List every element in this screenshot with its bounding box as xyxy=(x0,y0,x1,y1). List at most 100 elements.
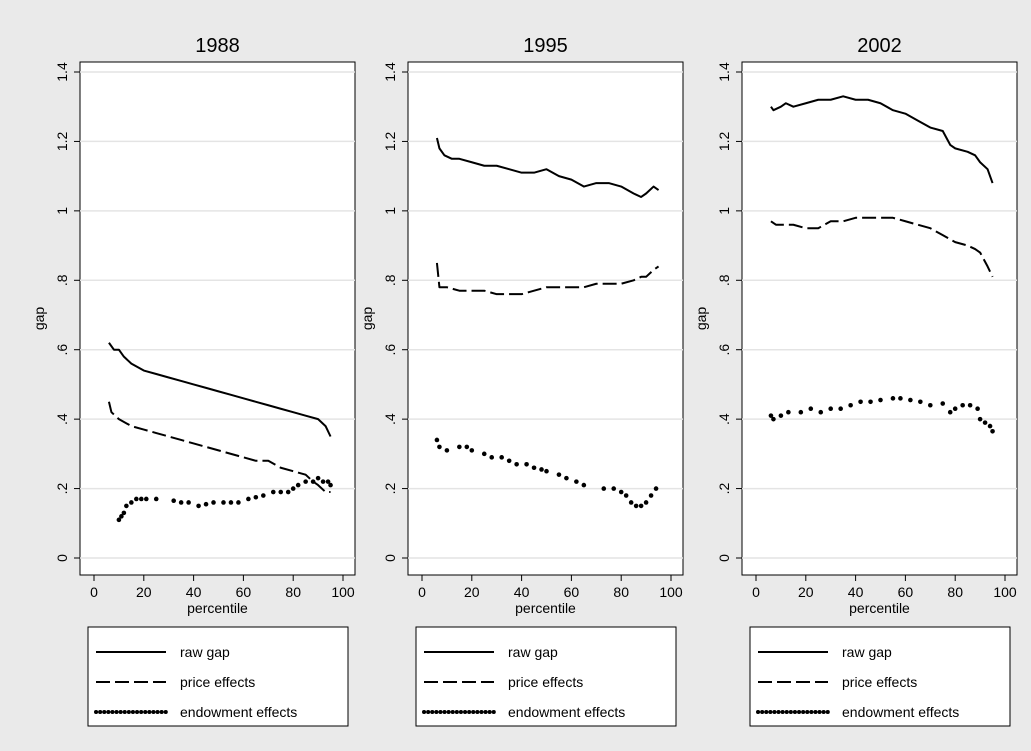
data-point xyxy=(786,409,791,415)
y-tick-label: .8 xyxy=(382,274,398,286)
y-tick-label: 1.4 xyxy=(54,62,70,82)
data-point xyxy=(564,475,569,481)
panel: 2002 0 .2 .4 .6 .8 1 1.2 1.4 0 20 40 60 80 100 percenti… xyxy=(693,35,1018,727)
x-tick-label: 80 xyxy=(613,584,629,600)
y-tick-label: 1.4 xyxy=(716,62,732,82)
data-point xyxy=(437,444,442,450)
legend-box xyxy=(415,626,677,727)
panel-title: 1988 xyxy=(195,35,240,57)
y-tick-label: .2 xyxy=(54,483,70,495)
data-point xyxy=(203,501,209,507)
data-point xyxy=(633,503,639,509)
data-point xyxy=(196,503,201,509)
y-tick-label: .6 xyxy=(716,344,732,356)
data-point xyxy=(246,496,251,502)
data-point xyxy=(952,406,958,412)
data-point xyxy=(868,399,873,405)
x-tick-label: 100 xyxy=(331,584,355,600)
x-tick-label: 100 xyxy=(993,584,1017,600)
y-axis-label: gap xyxy=(31,307,47,331)
y-tick-label: .6 xyxy=(54,344,70,356)
data-point xyxy=(653,486,659,491)
x-tick-label: 60 xyxy=(564,584,580,600)
series-line xyxy=(108,342,332,437)
data-point xyxy=(119,514,124,519)
data-point xyxy=(531,465,537,471)
data-point xyxy=(290,486,296,491)
panel-title: 2002 xyxy=(857,35,902,57)
data-point xyxy=(643,500,649,505)
data-point xyxy=(489,455,495,460)
y-tick-label: .2 xyxy=(382,483,398,495)
legend-label: price effects xyxy=(508,674,583,690)
y-tick-label: 0 xyxy=(54,554,70,562)
data-point xyxy=(261,493,266,498)
legend-label: raw gap xyxy=(842,644,892,660)
x-tick-label: 80 xyxy=(285,584,301,600)
data-point xyxy=(987,423,993,429)
y-tick-label: 1.4 xyxy=(382,62,398,82)
y-tick-label: 0 xyxy=(716,554,732,562)
data-point xyxy=(139,496,144,502)
y-tick-label: .4 xyxy=(54,413,70,425)
x-tick-label: 40 xyxy=(186,584,202,600)
data-point xyxy=(648,493,654,498)
x-tick-label: 20 xyxy=(798,584,814,600)
series-line xyxy=(435,262,660,296)
data-point xyxy=(982,420,988,425)
data-point xyxy=(178,500,184,505)
y-tick-label: 1.2 xyxy=(382,131,398,151)
data-point xyxy=(325,479,331,484)
y-tick-label: 1 xyxy=(716,207,732,215)
data-point xyxy=(618,489,624,495)
data-point xyxy=(574,479,579,484)
x-axis-label: percentile xyxy=(849,600,910,616)
series-line xyxy=(435,137,660,198)
data-point xyxy=(990,428,995,434)
y-tick-label: 0 xyxy=(382,554,398,562)
data-point xyxy=(960,402,965,408)
data-point xyxy=(134,496,139,502)
data-point xyxy=(469,448,475,453)
data-point xyxy=(228,500,234,505)
y-axis-label: gap xyxy=(359,307,375,331)
data-point xyxy=(628,500,634,505)
data-point xyxy=(116,517,122,523)
data-point xyxy=(975,406,980,412)
legend-box xyxy=(749,626,1011,727)
x-tick-label: 20 xyxy=(136,584,152,600)
data-point xyxy=(514,461,519,467)
legend-box xyxy=(87,626,349,727)
data-point xyxy=(611,486,617,491)
legend-label: endowment effects xyxy=(508,704,625,720)
y-tick-label: .4 xyxy=(382,413,398,425)
legend-label: raw gap xyxy=(508,644,558,660)
data-point xyxy=(947,409,953,415)
plot-area xyxy=(741,61,1018,576)
data-point xyxy=(444,448,450,453)
data-point xyxy=(623,493,629,498)
x-tick-label: 60 xyxy=(236,584,252,600)
data-point xyxy=(328,482,333,488)
x-tick-label: 80 xyxy=(947,584,963,600)
data-point xyxy=(977,416,983,422)
data-point xyxy=(186,500,191,505)
data-point xyxy=(768,413,774,418)
data-point xyxy=(818,409,824,415)
data-point xyxy=(499,455,504,460)
y-tick-label: .8 xyxy=(54,274,70,286)
data-point xyxy=(121,510,127,516)
data-point xyxy=(310,479,316,484)
series-line xyxy=(770,216,994,278)
data-point xyxy=(858,399,863,405)
y-tick-label: .8 xyxy=(716,274,732,286)
x-axis-label: percentile xyxy=(515,600,576,616)
data-point xyxy=(320,479,326,484)
data-point xyxy=(967,402,973,408)
series-line xyxy=(770,95,994,184)
data-point xyxy=(556,472,562,477)
y-tick-label: 1.2 xyxy=(716,131,732,151)
series-line xyxy=(107,401,331,494)
data-point xyxy=(581,482,587,488)
